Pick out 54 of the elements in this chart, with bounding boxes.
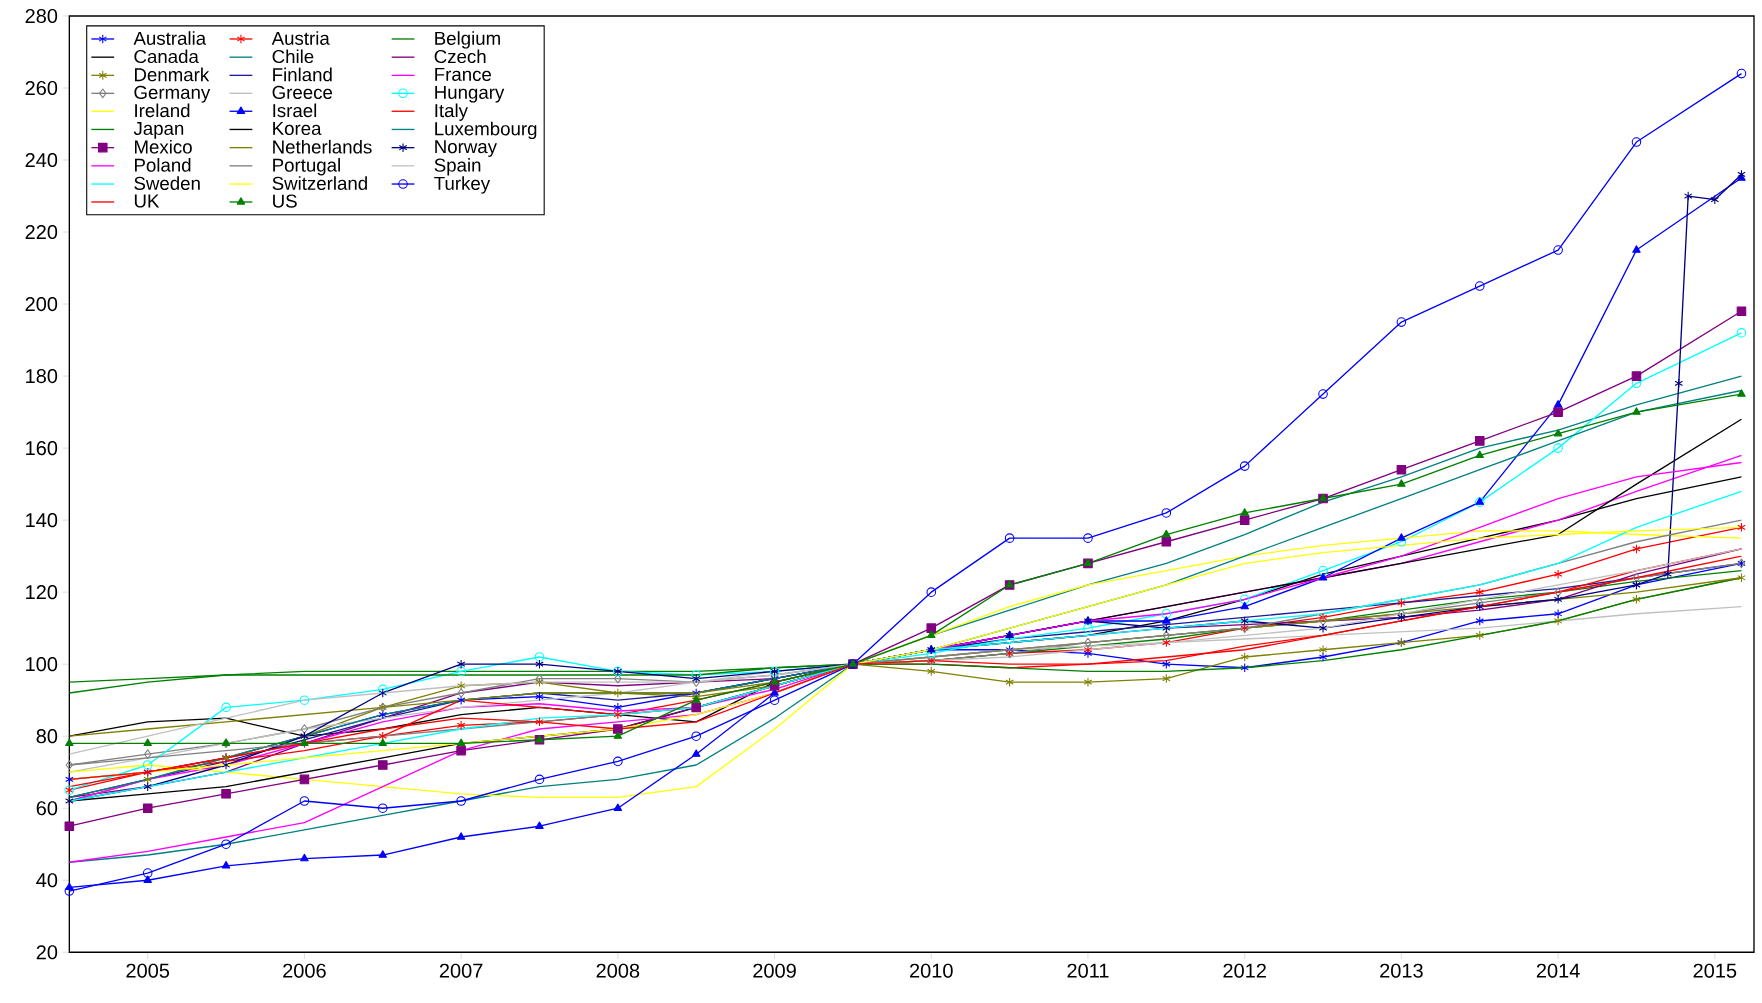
x-tick-label: 2007 (439, 963, 483, 978)
legend-label: Denmark (135, 67, 210, 82)
legend-label: Mexico (135, 139, 192, 154)
x-tick-label: 2009 (753, 963, 796, 978)
x-tick-label: 2015 (1693, 963, 1737, 978)
legend-label: Portugal (273, 158, 340, 176)
legend-label: UK (134, 194, 160, 208)
x-tick-label: 2008 (596, 963, 640, 978)
legend-label: Norway (435, 140, 497, 157)
legend-label: France (435, 67, 492, 82)
legend-label: Spain (434, 158, 481, 176)
legend-label: Switzerland (272, 176, 367, 191)
x-tick-label: 2006 (283, 963, 326, 978)
legend-label: Sweden (134, 176, 200, 191)
y-tick-label: 80 (36, 729, 58, 744)
legend-label: Korea (273, 122, 322, 136)
x-tick-label: 2011 (1067, 963, 1109, 978)
y-tick-label: 280 (25, 8, 58, 24)
x-tick-label: 2010 (910, 963, 953, 978)
y-tick-label: 200 (25, 297, 58, 312)
legend-label: Luxembourg (435, 121, 537, 140)
x-tick-label: 2014 (1536, 963, 1580, 978)
y-tick-label: 140 (26, 513, 58, 528)
y-tick-label: 120 (26, 585, 58, 600)
legend-label: Germany (134, 85, 211, 103)
legend-label: Finland (273, 67, 332, 82)
y-tick-label: 60 (36, 801, 58, 816)
x-tick-label: 2012 (1223, 963, 1266, 978)
y-tick-label: 100 (26, 657, 58, 672)
y-tick-label: 180 (26, 369, 58, 384)
y-tick-label: 20 (36, 945, 58, 960)
legend-label: Ireland (135, 103, 190, 118)
legend-label: Czech (434, 49, 486, 64)
x-tick-label: 2013 (1380, 963, 1423, 978)
y-tick-label: 160 (26, 441, 58, 456)
legend-label: Belgium (435, 31, 500, 49)
legend-label: Japan (133, 122, 184, 139)
x-tick-label: 2005 (126, 963, 170, 978)
legend-label: Canada (134, 49, 199, 64)
legend-label: Poland (135, 158, 191, 172)
legend-label: Netherlands (273, 139, 372, 154)
y-tick-label: 220 (25, 225, 58, 240)
legend-label: Turkey (434, 176, 491, 194)
y-tick-label: 260 (25, 80, 58, 96)
y-tick-label: 40 (36, 873, 58, 888)
legend-label: Australia (133, 31, 207, 45)
legend-label: Austria (271, 31, 330, 45)
legend-label: Italy (435, 103, 468, 121)
legend-label: Israel (273, 103, 317, 118)
legend-label: Chile (272, 49, 314, 64)
legend-label: Greece (272, 85, 333, 100)
y-tick-label: 240 (25, 152, 58, 168)
legend-label: Hungary (435, 85, 505, 103)
legend-label: US (273, 194, 297, 208)
